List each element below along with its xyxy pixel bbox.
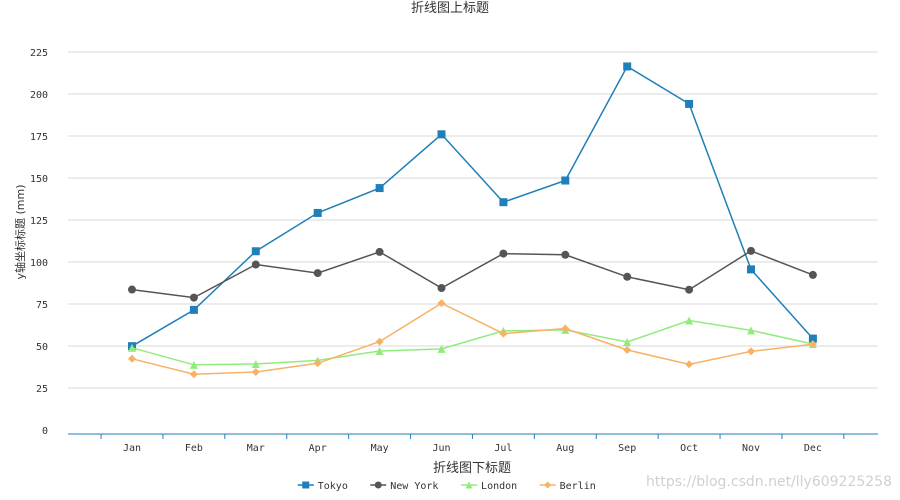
square-marker	[189, 305, 198, 314]
x-tick-label: Jul	[494, 443, 512, 454]
y-tick-label: 125	[30, 216, 48, 227]
triangle-marker	[189, 360, 198, 369]
legend-label: Berlin	[560, 481, 596, 492]
diamond-marker	[375, 337, 384, 346]
square-marker	[302, 481, 310, 489]
circle-marker	[251, 260, 260, 269]
square-marker	[437, 130, 446, 139]
square-marker	[313, 208, 322, 217]
x-tick-label: May	[371, 443, 389, 454]
triangle-marker	[747, 326, 755, 335]
legend-item-berlin[interactable]: Berlin	[539, 481, 596, 492]
series-london	[128, 316, 817, 369]
x-axis	[68, 433, 878, 439]
x-tick-label: Jun	[432, 443, 450, 454]
square-marker	[623, 62, 632, 71]
circle-marker	[499, 249, 508, 258]
diamond-marker	[561, 324, 570, 333]
series-group	[128, 62, 817, 379]
legend-label: New York	[390, 481, 438, 492]
y-tick-labels: 0 25 50 75 100 125 150 175 200 225	[30, 48, 48, 437]
circle-marker	[685, 285, 694, 294]
diamond-marker	[808, 340, 817, 349]
legend-item-tokyo[interactable]: Tokyo	[297, 481, 348, 492]
diamond-marker	[685, 360, 694, 369]
grid-lines	[68, 51, 878, 389]
y-tick-label: 0	[42, 426, 48, 437]
circle-marker	[128, 285, 136, 294]
diamond-marker	[437, 299, 446, 308]
series-line	[131, 250, 814, 299]
x-tick-label: Dec	[804, 443, 822, 454]
x-tick-label: Nov	[742, 443, 760, 454]
x-tick-label: Sep	[618, 443, 636, 454]
y-tick-label: 50	[36, 342, 48, 353]
series-line	[131, 319, 814, 366]
triangle-marker	[465, 481, 473, 489]
y-tick-label: 25	[36, 384, 48, 395]
triangle-marker	[685, 316, 694, 325]
x-tick-label: Apr	[309, 443, 327, 454]
diamond-marker	[747, 347, 755, 356]
square-marker	[808, 334, 817, 343]
y-tick-label: 175	[30, 132, 48, 143]
square-marker	[499, 198, 508, 207]
square-marker	[747, 265, 755, 274]
circle-marker	[189, 293, 198, 302]
legend-label: London	[481, 481, 517, 492]
square-marker	[251, 247, 260, 256]
diamond-marker	[623, 346, 632, 355]
legend-label: Tokyo	[318, 481, 348, 492]
series-line	[131, 65, 814, 347]
circle-marker	[561, 250, 570, 259]
x-tick-label: Oct	[680, 443, 698, 454]
circle-marker	[374, 481, 382, 489]
square-marker	[685, 99, 694, 108]
circle-marker	[623, 272, 632, 281]
legend-item-new-york[interactable]: New York	[370, 481, 438, 492]
legend[interactable]: Tokyo New York London Berlin	[297, 481, 596, 492]
circle-marker	[375, 247, 384, 256]
diamond-marker	[544, 481, 552, 489]
legend-item-london[interactable]: London	[461, 481, 517, 492]
y-tick-label: 200	[30, 90, 48, 101]
square-marker	[561, 176, 570, 185]
triangle-marker	[128, 343, 136, 352]
x-tick-label: Feb	[185, 443, 203, 454]
chart-subtitle: 折线图下标题	[433, 461, 511, 476]
series-new-york	[128, 246, 817, 302]
y-tick-label: 225	[30, 48, 48, 59]
x-tick-label: Jan	[123, 443, 141, 454]
square-marker	[375, 184, 384, 193]
circle-marker	[313, 269, 322, 278]
chart-title: 折线图上标题	[411, 1, 489, 16]
diamond-marker	[189, 370, 198, 379]
circle-marker	[808, 270, 817, 279]
series-line	[131, 302, 813, 375]
y-tick-label: 75	[36, 300, 48, 311]
x-tick-label: Mar	[247, 443, 265, 454]
series-tokyo	[128, 62, 817, 351]
triangle-marker	[437, 344, 446, 353]
triangle-marker	[623, 337, 632, 346]
diamond-marker	[313, 359, 322, 368]
y-tick-label: 100	[30, 258, 48, 269]
triangle-marker	[251, 359, 260, 368]
diamond-marker	[499, 329, 508, 338]
circle-marker	[747, 246, 755, 255]
series-berlin	[128, 299, 817, 379]
y-tick-label: 150	[30, 174, 48, 185]
x-tick-labels: Jan Feb Mar Apr May Jun Jul Aug Sep Oct Nov Dec	[123, 443, 822, 454]
circle-marker	[437, 284, 446, 293]
x-tick-label: Aug	[556, 443, 574, 454]
watermark: https://blog.csdn.net/lly609225258	[646, 474, 892, 490]
triangle-marker	[375, 347, 384, 356]
y-axis-label: y轴坐标标题 (mm)	[13, 184, 27, 279]
diamond-marker	[251, 368, 260, 377]
diamond-marker	[128, 354, 136, 363]
